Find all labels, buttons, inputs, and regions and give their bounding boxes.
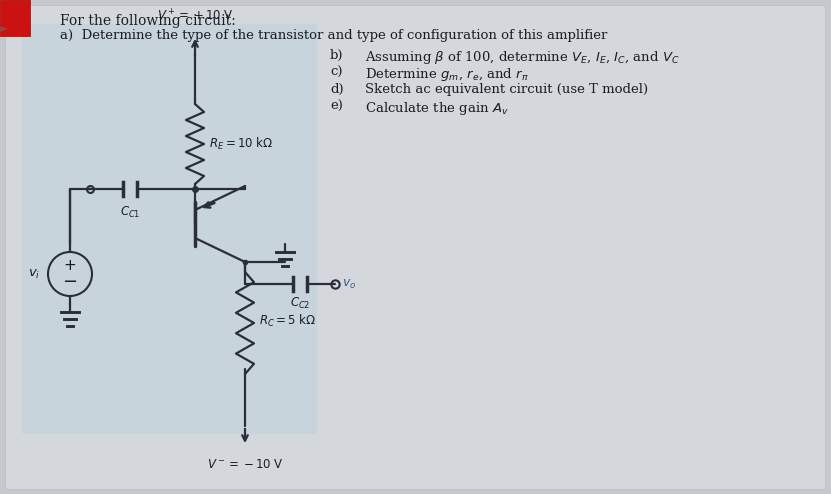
Text: $R_C = 5\ \mathrm{k\Omega}$: $R_C = 5\ \mathrm{k\Omega}$	[259, 313, 317, 329]
Text: Assuming $\beta$ of 100, determine $V_E$, $I_E$, $I_C$, and $V_C$: Assuming $\beta$ of 100, determine $V_E$…	[365, 49, 680, 66]
Text: c): c)	[330, 66, 342, 79]
Text: $V^- = -10\ \mathrm{V}$: $V^- = -10\ \mathrm{V}$	[207, 458, 283, 471]
Text: d): d)	[330, 83, 344, 96]
FancyBboxPatch shape	[5, 5, 825, 489]
Text: −: −	[62, 273, 77, 291]
Text: $V^+ = +10\ \mathrm{V}$: $V^+ = +10\ \mathrm{V}$	[156, 9, 234, 24]
Text: a)  Determine the type of the transistor and type of configuration of this ampli: a) Determine the type of the transistor …	[60, 29, 607, 42]
Text: Calculate the gain $A_v$: Calculate the gain $A_v$	[365, 100, 509, 117]
Text: For the following circuit:: For the following circuit:	[60, 14, 236, 28]
Text: $v_i$: $v_i$	[27, 267, 40, 281]
Text: $v_o$: $v_o$	[342, 278, 356, 290]
Text: $R_E = 10\ \mathrm{k\Omega}$: $R_E = 10\ \mathrm{k\Omega}$	[209, 136, 273, 152]
Text: b): b)	[330, 49, 343, 62]
Text: e): e)	[330, 100, 343, 113]
Text: Determine $g_m$, $r_e$, and $r_\pi$: Determine $g_m$, $r_e$, and $r_\pi$	[365, 66, 529, 83]
Text: $C_{C2}$: $C_{C2}$	[290, 296, 310, 311]
FancyBboxPatch shape	[0, 0, 30, 36]
Text: Sketch ac equivalent circuit (use T model): Sketch ac equivalent circuit (use T mode…	[365, 83, 648, 96]
Polygon shape	[0, 26, 8, 32]
Text: $C_{C1}$: $C_{C1}$	[120, 205, 140, 220]
Text: +: +	[64, 258, 76, 274]
FancyBboxPatch shape	[22, 24, 317, 434]
